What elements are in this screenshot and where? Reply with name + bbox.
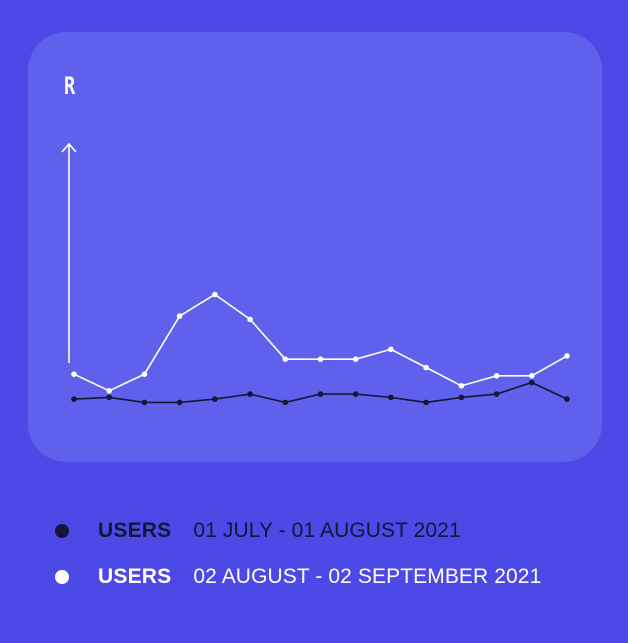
series-2-point-2 — [106, 388, 112, 394]
series-1-point-13 — [493, 391, 500, 397]
series-2-point-14 — [529, 373, 535, 379]
legend: USERS 01 JULY - 01 AUGUST 2021 USERS 02 … — [55, 508, 541, 600]
series-2-point-3 — [141, 371, 148, 378]
series-1-point-4 — [176, 399, 183, 406]
series-1-point-15 — [564, 396, 570, 402]
series-1-point-1 — [71, 396, 77, 402]
legend-item-series-2: USERS 02 AUGUST - 02 SEPTEMBER 2021 — [55, 554, 541, 600]
series-1-point-10 — [388, 394, 394, 401]
series-2-point-8 — [317, 356, 324, 363]
series-1-point-14 — [529, 379, 535, 386]
series-2-point-9 — [352, 356, 359, 363]
y-axis-label: R — [64, 72, 76, 100]
series-1-point-7 — [282, 399, 289, 406]
series-2-line — [73, 293, 568, 392]
y-axis-arrowhead — [61, 142, 77, 153]
series-1-point-3 — [141, 399, 148, 406]
series-2-point-13 — [493, 373, 500, 379]
series-1-point-9 — [352, 391, 359, 397]
series-2-point-4 — [176, 313, 183, 319]
series-2-point-12 — [458, 383, 465, 389]
legend-series-1-name: USERS — [98, 519, 172, 542]
series-2-point-6 — [247, 316, 253, 323]
series-2-point-10 — [388, 346, 394, 353]
series-2-point-1 — [71, 371, 77, 378]
legend-item-series-1: USERS 01 JULY - 01 AUGUST 2021 — [55, 508, 541, 554]
series-2-point-15 — [564, 353, 570, 359]
legend-series-2-name: USERS — [98, 565, 172, 588]
series-1-point-12 — [458, 394, 465, 401]
series-1-point-2 — [106, 394, 112, 401]
legend-series-1-range: 01 JULY - 01 AUGUST 2021 — [193, 519, 461, 542]
series-1-point-11 — [423, 399, 429, 406]
legend-dot-series-1 — [55, 524, 69, 538]
series-2-point-7 — [282, 356, 289, 363]
series-1-point-6 — [247, 391, 253, 397]
legend-series-2-range: 02 AUGUST - 02 SEPTEMBER 2021 — [193, 565, 542, 588]
series-1-point-5 — [212, 396, 218, 402]
legend-dot-series-2 — [55, 570, 69, 584]
series-2-point-5 — [212, 291, 218, 298]
series-1-point-8 — [317, 391, 324, 397]
series-2-point-11 — [423, 364, 429, 371]
